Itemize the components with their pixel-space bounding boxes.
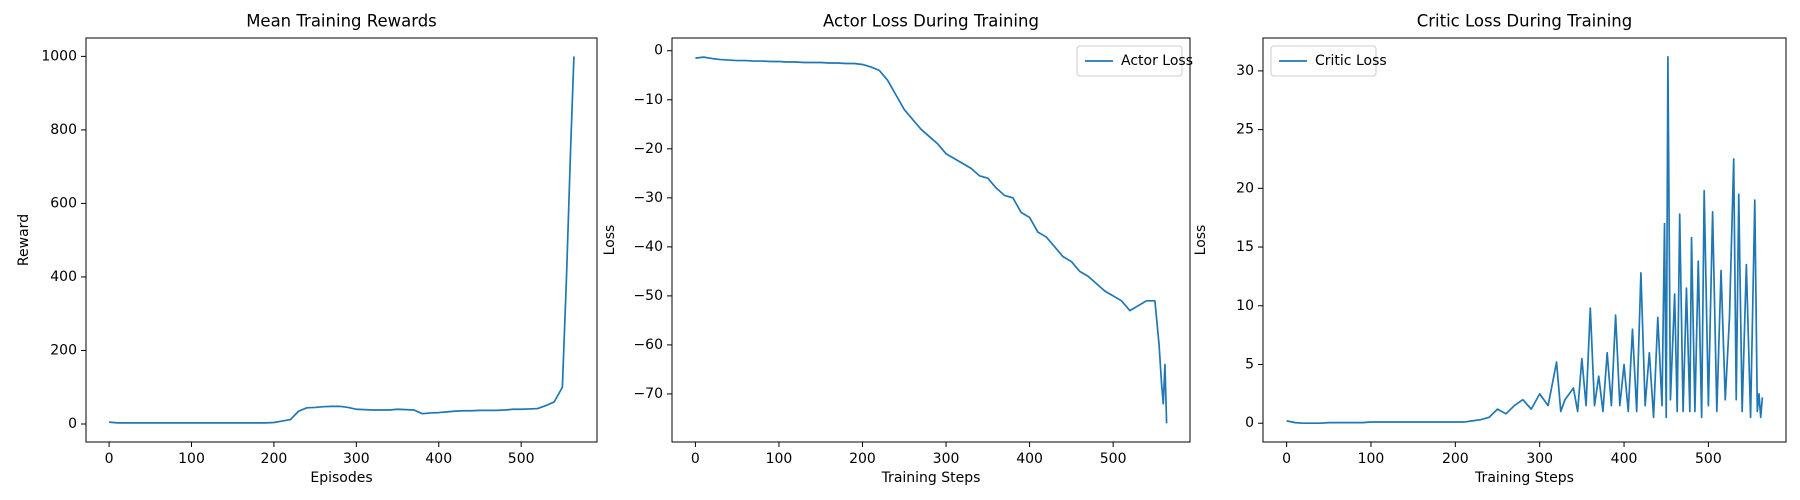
x-tick-label: 300 bbox=[933, 451, 960, 467]
y-axis-label: Reward bbox=[16, 214, 32, 266]
y-tick-label: −30 bbox=[633, 190, 663, 206]
y-axis-label: Loss bbox=[602, 225, 618, 256]
y-tick-label: 400 bbox=[50, 269, 77, 285]
y-tick-label: 0 bbox=[654, 43, 663, 59]
x-tick-label: 400 bbox=[1016, 451, 1043, 467]
y-tick-label: −20 bbox=[633, 141, 663, 157]
chart-title: Mean Training Rewards bbox=[246, 12, 437, 31]
x-tick-label: 0 bbox=[1282, 451, 1291, 467]
y-tick-label: 5 bbox=[1245, 356, 1254, 372]
y-tick-label: 0 bbox=[1245, 415, 1254, 431]
y-tick-label: 0 bbox=[68, 416, 77, 432]
x-axis-label: Training Steps bbox=[881, 470, 981, 486]
x-tick-label: 300 bbox=[1526, 451, 1553, 467]
y-tick-label: −70 bbox=[633, 386, 663, 402]
y-tick-label: 10 bbox=[1236, 298, 1254, 314]
x-tick-label: 0 bbox=[105, 451, 114, 467]
data-line bbox=[1286, 55, 1764, 425]
x-tick-label: 500 bbox=[1100, 451, 1127, 467]
plot-frame bbox=[1262, 37, 1787, 443]
y-tick-label: 200 bbox=[50, 342, 77, 358]
y-tick-label: −60 bbox=[633, 337, 663, 353]
y-tick-label: 25 bbox=[1236, 122, 1254, 138]
x-tick-label: 200 bbox=[261, 451, 288, 467]
x-tick-label: 500 bbox=[1695, 451, 1722, 467]
x-tick-label: 500 bbox=[508, 451, 535, 467]
legend-label: Actor Loss bbox=[1121, 53, 1193, 69]
y-axis-label: Loss bbox=[1193, 225, 1209, 256]
chart-title: Actor Loss During Training bbox=[823, 12, 1039, 31]
x-axis-label: Episodes bbox=[310, 470, 372, 486]
data-line bbox=[109, 56, 575, 424]
y-tick-label: 20 bbox=[1236, 180, 1254, 196]
legend-label: Critic Loss bbox=[1315, 53, 1387, 69]
x-tick-label: 100 bbox=[178, 451, 205, 467]
y-tick-label: −10 bbox=[633, 92, 663, 108]
x-tick-label: 400 bbox=[425, 451, 452, 467]
x-tick-label: 0 bbox=[691, 451, 700, 467]
legend-box bbox=[1270, 45, 1377, 77]
y-tick-label: −40 bbox=[633, 239, 663, 255]
y-tick-label: 15 bbox=[1236, 239, 1254, 255]
chart-title: Critic Loss During Training bbox=[1417, 12, 1633, 31]
y-tick-label: 1000 bbox=[41, 48, 77, 64]
x-tick-label: 100 bbox=[1358, 451, 1385, 467]
data-line bbox=[695, 56, 1168, 424]
x-tick-label: 100 bbox=[766, 451, 793, 467]
x-tick-label: 200 bbox=[1442, 451, 1469, 467]
y-tick-label: 30 bbox=[1236, 63, 1254, 79]
x-axis-label: Training Steps bbox=[1474, 470, 1574, 486]
plot-frame bbox=[85, 37, 598, 443]
plot-frame bbox=[671, 37, 1191, 443]
y-tick-label: 600 bbox=[50, 195, 77, 211]
y-tick-label: 800 bbox=[50, 122, 77, 138]
x-tick-label: 300 bbox=[343, 451, 370, 467]
x-tick-label: 400 bbox=[1611, 451, 1638, 467]
y-tick-label: −50 bbox=[633, 288, 663, 304]
legend-box bbox=[1076, 45, 1183, 77]
x-tick-label: 200 bbox=[849, 451, 876, 467]
